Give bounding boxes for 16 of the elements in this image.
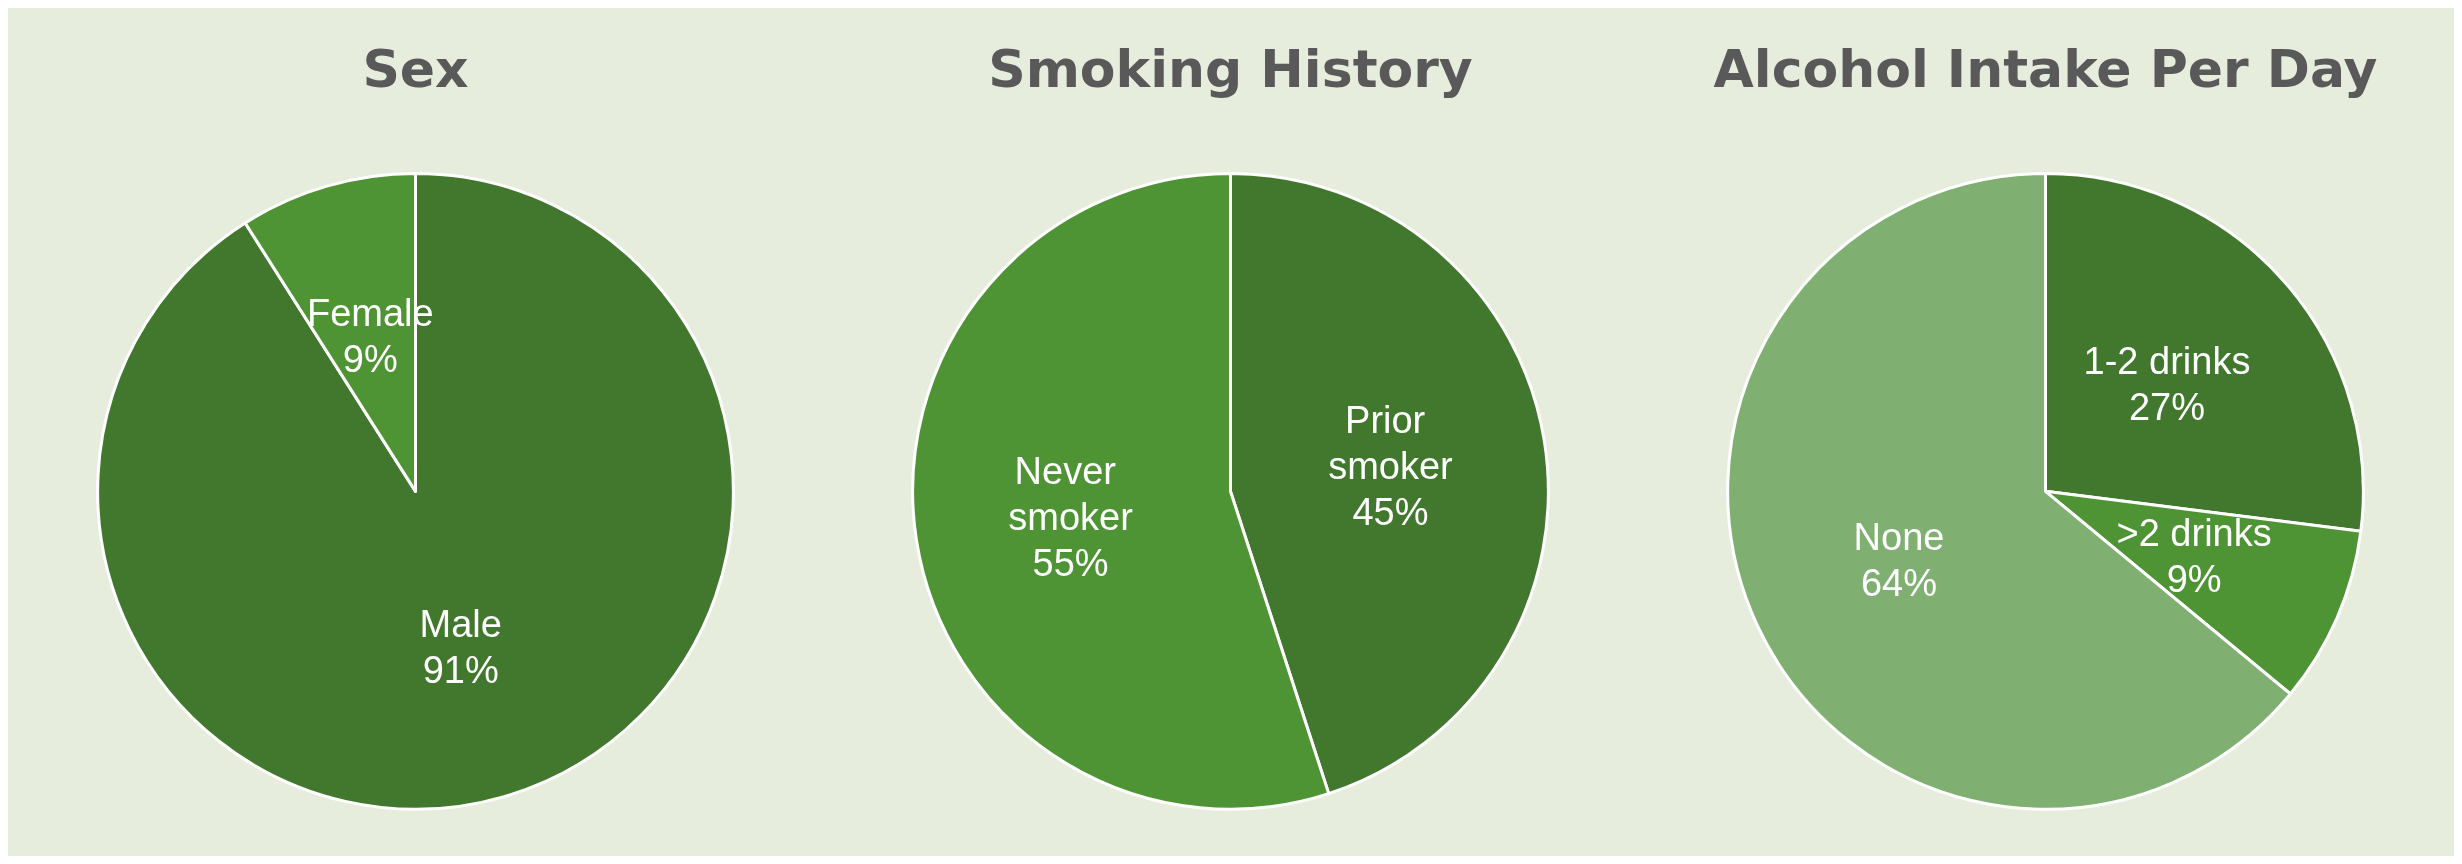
data-label: 64%: [1860, 562, 1938, 605]
slice-label: Prior smoker: [1328, 399, 1454, 488]
data-label: 27%: [2128, 386, 2205, 429]
slice-label: None: [1853, 516, 1945, 559]
chart-title: Alcohol Intake Per Day: [1713, 39, 2378, 99]
data-label: 9%: [2166, 557, 2222, 600]
slice-label: 1-2 drinks: [2083, 340, 2251, 383]
slice-label: Never smoker: [1008, 449, 1134, 538]
data-label: 45%: [1352, 491, 1429, 534]
chart-title: Smoking History: [988, 39, 1473, 99]
data-label: 91%: [422, 648, 499, 691]
slice-label: Male: [419, 602, 502, 645]
data-label: 55%: [1032, 541, 1109, 584]
chart-title: Sex: [362, 39, 469, 99]
slice-label: >2 drinks: [2116, 511, 2272, 554]
data-label: 9%: [342, 337, 398, 380]
